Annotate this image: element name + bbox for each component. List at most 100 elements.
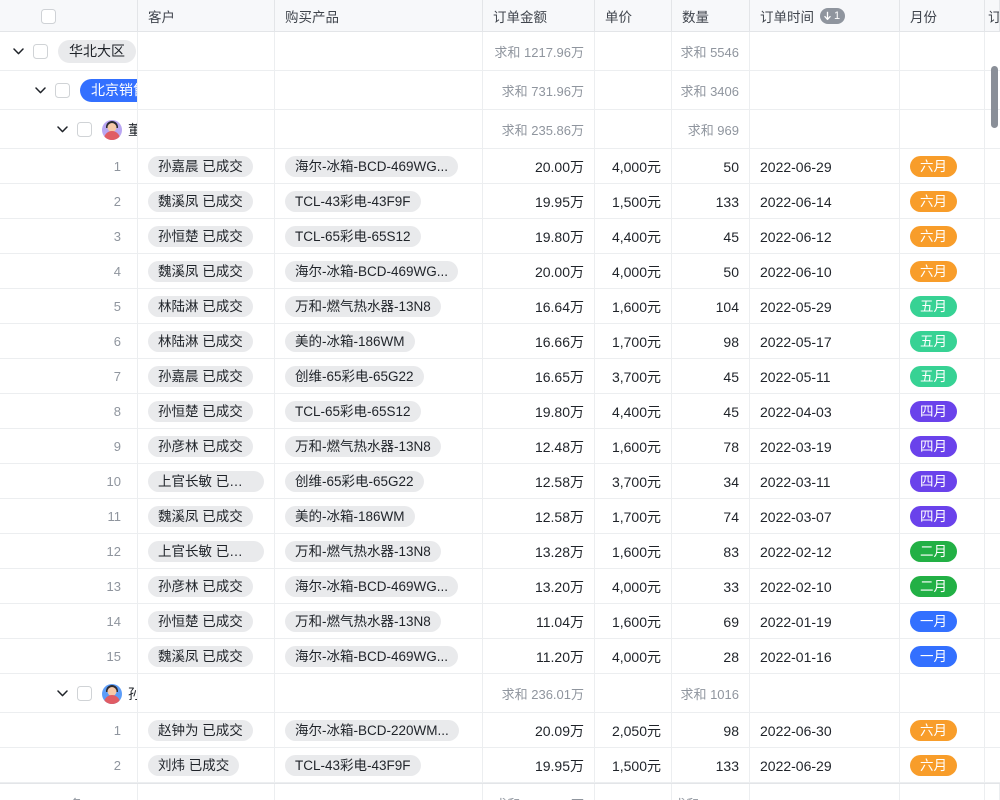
row-time-cell[interactable]: 2022-06-30 (750, 713, 900, 748)
chevron-down-icon[interactable] (54, 122, 70, 138)
row-customer-cell[interactable]: 孙恒楚 已成交 (138, 394, 275, 429)
row-product-cell[interactable]: 海尔-冰箱-BCD-469WG... (275, 149, 483, 184)
row-price-cell[interactable]: 4,000元 (595, 149, 672, 184)
select-all-checkbox[interactable] (41, 8, 56, 24)
row-quantity-cell[interactable]: 104 (672, 289, 750, 324)
row-time-cell[interactable]: 2022-05-11 (750, 359, 900, 394)
row-month-cell[interactable]: 五月 (900, 359, 985, 394)
row-amount-cell[interactable]: 12.48万 (483, 429, 595, 464)
row-month-cell[interactable]: 六月 (900, 254, 985, 289)
row-product-cell[interactable]: 万和-燃气热水器-13N8 (275, 289, 483, 324)
table-row[interactable]: 4 魏溪凤 已成交 海尔-冰箱-BCD-469WG... 20.00万 4,000元 50… (0, 254, 1000, 289)
row-customer-cell[interactable]: 林陆淋 已成交 (138, 289, 275, 324)
row-quantity-cell[interactable]: 45 (672, 394, 750, 429)
row-amount-cell[interactable]: 11.20万 (483, 639, 595, 674)
row-customer-cell[interactable]: 孙嘉晨 已成交 (138, 149, 275, 184)
row-month-cell[interactable]: 六月 (900, 748, 985, 783)
group-row-person-sunhaolan[interactable]: 孙浩兰 求和 236.01万 求和 1016 (0, 674, 1000, 713)
row-month-cell[interactable]: 六月 (900, 149, 985, 184)
row-amount-cell[interactable]: 16.65万 (483, 359, 595, 394)
table-row[interactable]: 5 林陆淋 已成交 万和-燃气热水器-13N8 16.64万 1,600元 104 2022… (0, 289, 1000, 324)
table-row[interactable]: 6 林陆淋 已成交 美的-冰箱-186WM 16.66万 1,700元 98 2022-05… (0, 324, 1000, 359)
header-cell-order-time[interactable]: 订单时间 1 (750, 0, 900, 32)
chevron-down-icon[interactable] (54, 686, 70, 702)
row-amount-cell[interactable]: 19.80万 (483, 394, 595, 429)
table-row[interactable]: 11 魏溪凤 已成交 美的-冰箱-186WM 12.58万 1,700元 74 2022-0… (0, 499, 1000, 534)
row-quantity-cell[interactable]: 74 (672, 499, 750, 534)
chevron-down-icon[interactable] (10, 44, 26, 60)
row-product-cell[interactable]: 美的-冰箱-186WM (275, 499, 483, 534)
row-quantity-cell[interactable]: 45 (672, 219, 750, 254)
row-checkbox[interactable] (55, 83, 70, 98)
row-product-cell[interactable]: 万和-燃气热水器-13N8 (275, 429, 483, 464)
row-customer-cell[interactable]: 魏溪凤 已成交 (138, 499, 275, 534)
header-cell-partial[interactable]: 订 (985, 0, 1000, 32)
row-price-cell[interactable]: 3,700元 (595, 359, 672, 394)
header-cell-customer[interactable]: 客户 (138, 0, 275, 32)
row-quantity-cell[interactable]: 50 (672, 254, 750, 289)
row-time-cell[interactable]: 2022-02-12 (750, 534, 900, 569)
row-price-cell[interactable]: 1,600元 (595, 289, 672, 324)
table-row[interactable]: 13 孙彦林 已成交 海尔-冰箱-BCD-469WG... 13.20万 4,000元 3… (0, 569, 1000, 604)
row-customer-cell[interactable]: 孙彦林 已成交 (138, 569, 275, 604)
row-price-cell[interactable]: 4,000元 (595, 639, 672, 674)
row-month-cell[interactable]: 六月 (900, 219, 985, 254)
row-customer-cell[interactable]: 刘炜 已成交 (138, 748, 275, 783)
row-product-cell[interactable]: TCL-65彩电-65S12 (275, 219, 483, 254)
row-time-cell[interactable]: 2022-03-07 (750, 499, 900, 534)
row-month-cell[interactable]: 四月 (900, 429, 985, 464)
row-time-cell[interactable]: 2022-03-19 (750, 429, 900, 464)
row-month-cell[interactable]: 一月 (900, 604, 985, 639)
table-row[interactable]: 1 孙嘉晨 已成交 海尔-冰箱-BCD-469WG... 20.00万 4,000元 50… (0, 149, 1000, 184)
row-month-cell[interactable]: 四月 (900, 394, 985, 429)
row-amount-cell[interactable]: 13.20万 (483, 569, 595, 604)
row-quantity-cell[interactable]: 50 (672, 149, 750, 184)
row-product-cell[interactable]: 海尔-冰箱-BCD-469WG... (275, 254, 483, 289)
row-time-cell[interactable]: 2022-06-29 (750, 748, 900, 783)
row-product-cell[interactable]: 万和-燃气热水器-13N8 (275, 604, 483, 639)
row-amount-cell[interactable]: 19.80万 (483, 219, 595, 254)
row-amount-cell[interactable]: 11.04万 (483, 604, 595, 639)
row-time-cell[interactable]: 2022-01-16 (750, 639, 900, 674)
row-customer-cell[interactable]: 上官长敏 已成交 (138, 534, 275, 569)
row-customer-cell[interactable]: 赵钟为 已成交 (138, 713, 275, 748)
row-time-cell[interactable]: 2022-01-19 (750, 604, 900, 639)
row-checkbox[interactable] (33, 44, 48, 59)
row-amount-cell[interactable]: 16.64万 (483, 289, 595, 324)
row-time-cell[interactable]: 2022-06-10 (750, 254, 900, 289)
row-quantity-cell[interactable]: 83 (672, 534, 750, 569)
header-cell-amount[interactable]: 订单金额 (483, 0, 595, 32)
header-cell-product[interactable]: 购买产品 (275, 0, 483, 32)
row-customer-cell[interactable]: 上官长敏 已成交 (138, 464, 275, 499)
row-product-cell[interactable]: 海尔-冰箱-BCD-469WG... (275, 569, 483, 604)
row-time-cell[interactable]: 2022-06-29 (750, 149, 900, 184)
row-quantity-cell[interactable]: 69 (672, 604, 750, 639)
row-time-cell[interactable]: 2022-02-10 (750, 569, 900, 604)
row-month-cell[interactable]: 五月 (900, 324, 985, 359)
table-row[interactable]: 15 魏溪凤 已成交 海尔-冰箱-BCD-469WG... 11.20万 4,000元 2… (0, 639, 1000, 674)
row-quantity-cell[interactable]: 45 (672, 359, 750, 394)
group-row-person-dongyufei[interactable]: 董宇飞 求和 235.86万 求和 969 (0, 110, 1000, 149)
row-quantity-cell[interactable]: 98 (672, 324, 750, 359)
row-amount-cell[interactable]: 19.95万 (483, 748, 595, 783)
row-customer-cell[interactable]: 孙嘉晨 已成交 (138, 359, 275, 394)
row-quantity-cell[interactable]: 98 (672, 713, 750, 748)
table-row[interactable]: 1 赵钟为 已成交 海尔-冰箱-BCD-220WM... 20.09万 2,050元 98… (0, 713, 1000, 748)
header-cell-month[interactable]: 月份 (900, 0, 985, 32)
row-month-cell[interactable]: 六月 (900, 184, 985, 219)
row-month-cell[interactable]: 二月 (900, 534, 985, 569)
row-month-cell[interactable]: 二月 (900, 569, 985, 604)
row-price-cell[interactable]: 1,600元 (595, 429, 672, 464)
row-amount-cell[interactable]: 20.00万 (483, 254, 595, 289)
row-customer-cell[interactable]: 孙彦林 已成交 (138, 429, 275, 464)
row-amount-cell[interactable]: 12.58万 (483, 499, 595, 534)
row-month-cell[interactable]: 一月 (900, 639, 985, 674)
row-customer-cell[interactable]: 魏溪凤 已成交 (138, 184, 275, 219)
row-product-cell[interactable]: 海尔-冰箱-BCD-220WM... (275, 713, 483, 748)
row-price-cell[interactable]: 1,600元 (595, 604, 672, 639)
row-product-cell[interactable]: 创维-65彩电-65G22 (275, 359, 483, 394)
row-month-cell[interactable]: 六月 (900, 713, 985, 748)
table-row[interactable]: 8 孙恒楚 已成交 TCL-65彩电-65S12 19.80万 4,400元 45 2022… (0, 394, 1000, 429)
row-product-cell[interactable]: TCL-43彩电-43F9F (275, 184, 483, 219)
row-product-cell[interactable]: 万和-燃气热水器-13N8 (275, 534, 483, 569)
